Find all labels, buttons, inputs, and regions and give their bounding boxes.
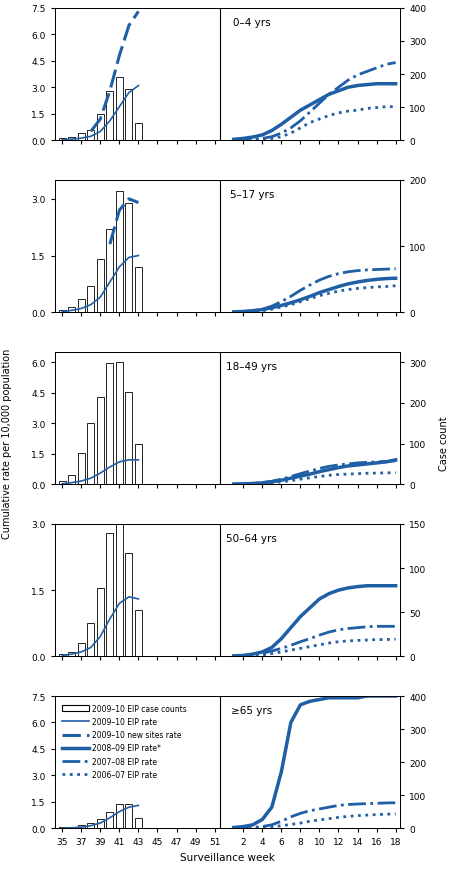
Text: 50–64 yrs: 50–64 yrs — [226, 533, 277, 544]
Bar — [97, 260, 104, 313]
Bar — [97, 114, 104, 141]
Bar — [106, 364, 113, 485]
Bar — [116, 525, 123, 657]
Bar — [116, 804, 123, 828]
Text: Case count: Case count — [439, 416, 449, 470]
Bar — [116, 192, 123, 313]
Bar — [126, 204, 132, 313]
Bar — [68, 137, 75, 141]
Text: 0–4 yrs: 0–4 yrs — [233, 18, 271, 28]
Bar — [68, 476, 75, 485]
Bar — [78, 134, 85, 141]
Text: 18–49 yrs: 18–49 yrs — [226, 361, 277, 372]
Bar — [87, 424, 94, 485]
Bar — [68, 827, 75, 828]
Bar — [97, 588, 104, 657]
Bar — [78, 643, 85, 657]
Bar — [59, 481, 66, 485]
Bar — [78, 299, 85, 313]
Bar — [135, 818, 142, 828]
Bar — [116, 78, 123, 141]
Legend: 2009–10 EIP case counts, 2009–10 EIP rate, 2009–10 new sites rate, 2008–09 EIP r: 2009–10 EIP case counts, 2009–10 EIP rat… — [62, 704, 187, 779]
Bar — [87, 624, 94, 657]
Bar — [126, 392, 132, 485]
Bar — [106, 812, 113, 828]
Bar — [68, 652, 75, 657]
Bar — [106, 533, 113, 657]
Bar — [78, 825, 85, 828]
Bar — [106, 229, 113, 313]
Bar — [68, 307, 75, 313]
Text: ≥65 yrs: ≥65 yrs — [231, 705, 273, 716]
Bar — [135, 610, 142, 657]
X-axis label: Surveillance week: Surveillance week — [180, 852, 275, 862]
Bar — [135, 444, 142, 485]
Bar — [59, 655, 66, 657]
Bar — [87, 286, 94, 313]
Bar — [106, 91, 113, 141]
Bar — [97, 819, 104, 828]
Bar — [59, 311, 66, 313]
Bar — [126, 90, 132, 141]
Bar — [135, 268, 142, 313]
Bar — [126, 804, 132, 828]
Bar — [116, 362, 123, 485]
Bar — [87, 130, 94, 141]
Bar — [97, 397, 104, 485]
Bar — [78, 454, 85, 485]
Bar — [87, 823, 94, 828]
Bar — [59, 139, 66, 141]
Text: Cumulative rate per 10,000 population: Cumulative rate per 10,000 population — [2, 348, 12, 538]
Text: 5–17 yrs: 5–17 yrs — [229, 190, 274, 200]
Bar — [135, 123, 142, 141]
Bar — [126, 553, 132, 657]
